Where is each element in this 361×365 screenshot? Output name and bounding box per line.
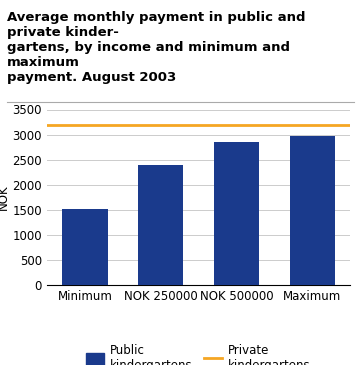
Text: Average monthly payment in public and private kinder-
gartens, by income and min: Average monthly payment in public and pr… bbox=[7, 11, 306, 84]
Bar bbox=[290, 136, 335, 285]
Bar bbox=[62, 209, 108, 285]
Bar bbox=[138, 165, 183, 285]
Y-axis label: NOK: NOK bbox=[0, 184, 10, 210]
Bar bbox=[214, 142, 259, 285]
Legend: Public
kindergartens, Private
kindergartens: Public kindergartens, Private kindergart… bbox=[82, 340, 316, 365]
